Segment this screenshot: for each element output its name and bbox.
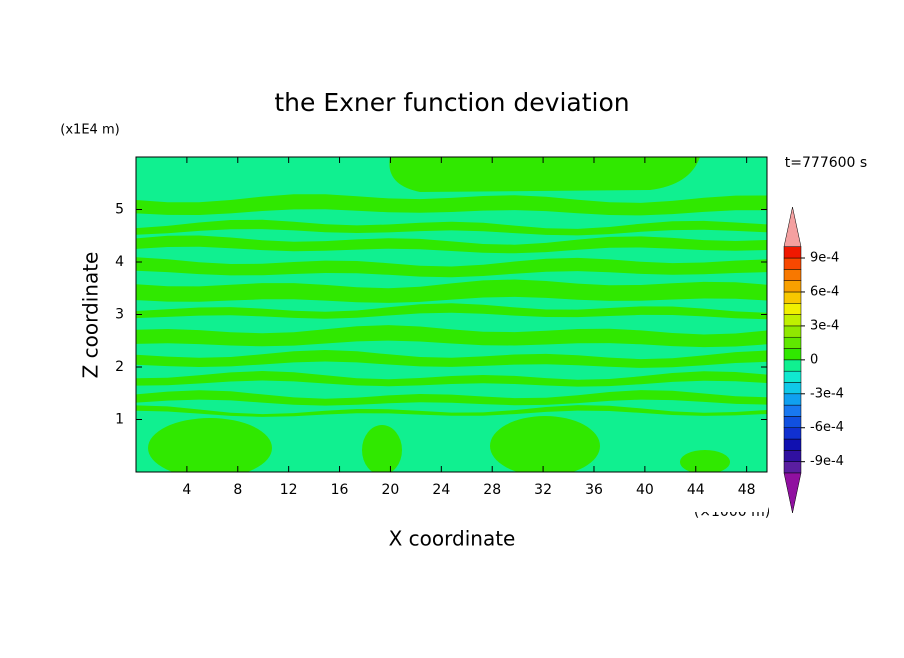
colorbar-box	[783, 303, 802, 315]
contour-band	[136, 303, 767, 320]
contour-blob	[148, 418, 272, 478]
x-tick-label: 16	[331, 482, 349, 498]
y-tick-label: 3	[115, 307, 124, 323]
y-tick-label: 1	[115, 412, 124, 428]
colorbar-box	[783, 269, 802, 281]
contour-clip-bottom	[136, 472, 768, 512]
x-tick-label: 44	[687, 482, 705, 498]
contour-blob	[362, 425, 402, 475]
colorbar-box	[783, 359, 802, 372]
y-axis-label: Z coordinate	[79, 252, 103, 379]
contour-band	[136, 350, 767, 368]
colorbar-tick-label: 3e-4	[810, 318, 839, 333]
y-unit: (x1E4 m)	[60, 123, 119, 138]
y-tick-label: 5	[115, 202, 124, 218]
colorbar-box	[783, 416, 802, 428]
colorbar-box	[783, 325, 802, 338]
colorbar-box	[783, 427, 802, 440]
colorbar-box	[783, 404, 802, 417]
contour-band	[389, 157, 700, 192]
chart-title: the Exner function deviation	[274, 88, 629, 117]
x-axis-label: X coordinate	[389, 527, 516, 551]
colorbar-box	[783, 246, 802, 259]
colorbar-box	[783, 291, 802, 304]
contour-field	[136, 157, 767, 478]
colorbar-box	[783, 393, 802, 406]
x-tick-label: 24	[432, 482, 450, 498]
x-tick-label: 4	[182, 482, 191, 498]
colorbar-over	[783, 206, 802, 247]
x-tick-label: 48	[738, 482, 756, 498]
colorbar-box	[783, 336, 802, 349]
colorbar-box	[783, 257, 802, 270]
x-tick-label: 8	[233, 482, 242, 498]
colorbar-box	[783, 382, 802, 395]
contour-band	[136, 235, 767, 254]
colorbar-tick-label: -6e-4	[810, 420, 844, 435]
contour-band	[136, 390, 767, 406]
contour-band	[136, 405, 767, 417]
y-tick-label: 4	[115, 254, 124, 270]
x-tick-label: 12	[280, 482, 298, 498]
contour-band	[136, 219, 767, 236]
contour-band	[136, 371, 767, 387]
colorbar-box	[783, 314, 802, 327]
colorbar-tick-label: -3e-4	[810, 386, 844, 401]
x-tick-label: 28	[483, 482, 501, 498]
contour-blob	[680, 450, 730, 474]
colorbar-tick-label: 0	[810, 352, 818, 367]
x-tick-label: 32	[534, 482, 552, 498]
colorbar-box	[783, 280, 802, 293]
x-tick-label: 36	[585, 482, 603, 498]
colorbar-under	[783, 472, 802, 514]
time-annotation: t=777600 s	[785, 155, 867, 171]
contour-band	[136, 325, 767, 348]
contour-band	[136, 257, 767, 278]
x-tick-label: 40	[636, 482, 654, 498]
colorbar-tick-label: 6e-4	[810, 284, 839, 299]
x-tick-label: 20	[382, 482, 400, 498]
colorbar-tick-label: -9e-4	[810, 454, 844, 469]
colorbar-box	[783, 450, 802, 462]
colorbar-box	[783, 461, 802, 474]
colorbar-tick-label: 9e-4	[810, 251, 839, 266]
colorbar-box	[783, 438, 802, 451]
colorbar-box	[783, 348, 802, 361]
contour-blob	[490, 416, 600, 476]
contour-band	[136, 279, 767, 303]
colorbar-box	[783, 370, 802, 383]
contour-band	[136, 194, 767, 216]
y-tick-label: 2	[115, 359, 124, 375]
